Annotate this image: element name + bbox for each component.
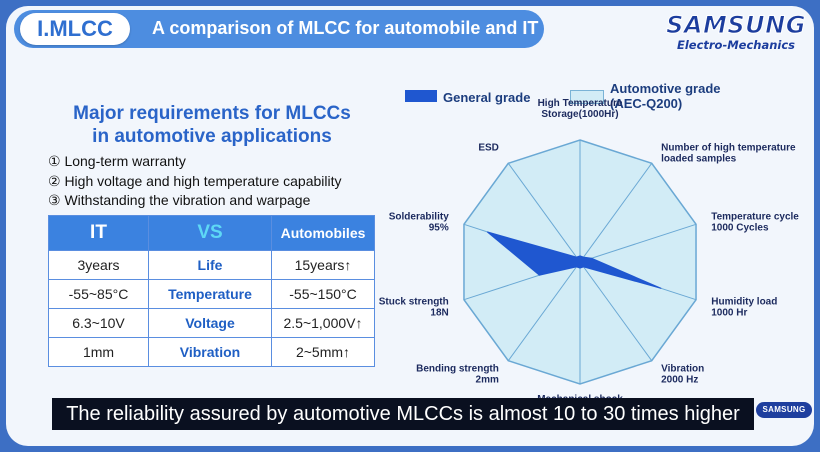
- radar-axis-label: Bending strength 2mm: [416, 364, 499, 386]
- slide-title: A comparison of MLCC for automobile and …: [152, 18, 539, 38]
- radar-axis-label-line1: Stuck strength: [379, 297, 449, 308]
- radar-axis-label-line1: High Temperature: [538, 98, 623, 109]
- radar-axis-label-line1: Vibration: [661, 364, 704, 375]
- logo-division: Electro-Mechanics: [676, 38, 796, 52]
- radar-axis-label-line1: Number of high temperature: [661, 142, 796, 153]
- radar-spoke: [579, 261, 653, 361]
- radar-axis-label-line1: Solderability: [389, 211, 449, 222]
- legend-label-general: General grade: [443, 90, 531, 105]
- radar-spoke: [579, 163, 653, 263]
- comparison-table: IT VS Automobiles 3years Life 15years↑ -…: [48, 215, 375, 367]
- radar-axis-label: Vibration 2000 Hz: [661, 364, 704, 386]
- radar-axis-label: Humidity load 1000 Hr: [711, 297, 777, 319]
- radar-axis-label-line2: Storage(1000Hr): [541, 109, 618, 120]
- table-row: 6.3~10V Voltage 2.5~1,000V↑: [48, 308, 375, 338]
- radar-spoke: [579, 223, 697, 263]
- legend-automotive-line1: Automotive grade: [610, 81, 721, 96]
- radar-axis-label-line2: 18N: [430, 308, 448, 319]
- legend-label-automotive: Automotive grade (AEC-Q200): [610, 81, 721, 111]
- requirements-heading: Major requirements for MLCCs in automoti…: [52, 102, 372, 148]
- radar-spoke: [507, 261, 581, 361]
- cell-it: -55~85°C: [48, 279, 149, 309]
- requirements-heading-line2: in automotive applications: [92, 126, 332, 147]
- radar-axis-label-line1: ESD: [478, 142, 499, 153]
- radar-axis-label-line1: Temperature cycle: [711, 211, 799, 222]
- radar-spoke: [507, 163, 581, 263]
- table-header-row: IT VS Automobiles: [48, 215, 375, 251]
- radar-axis-label-line2: 2mm: [476, 375, 499, 386]
- cell-it: 3years: [48, 250, 149, 280]
- requirements-list: ① Long-term warranty ② High voltage and …: [48, 152, 342, 211]
- radar-axis-label: Stuck strength 18N: [379, 297, 449, 319]
- cell-auto: 2.5~1,000V↑: [271, 308, 375, 338]
- radar-axis-label-line2: 95%: [429, 222, 449, 233]
- cell-it: 1mm: [48, 337, 149, 367]
- legend-automotive-line2: (AEC-Q200): [610, 96, 683, 111]
- cell-param: Temperature: [148, 279, 272, 309]
- samsung-logo: SAMSUNG Electro-Mechanics: [666, 11, 806, 53]
- requirement-item: ③ Withstanding the vibration and warpage: [48, 192, 311, 208]
- cell-param: Life: [148, 250, 272, 280]
- header-automobiles: Automobiles: [271, 215, 375, 251]
- radar-axis-label: Solderability 95%: [389, 211, 449, 233]
- cell-param: Vibration: [148, 337, 272, 367]
- requirement-item: ② High voltage and high temperature capa…: [48, 172, 342, 189]
- table-row: 3years Life 15years↑: [48, 250, 375, 280]
- requirements-heading-line1: Major requirements for MLCCs: [73, 103, 351, 124]
- radar-axis-label-line2: 1000 Cycles: [711, 222, 769, 233]
- radar-axis-label: Temperature cycle 1000 Cycles: [711, 211, 799, 233]
- radar-axis-label: Number of high temperature loaded samples: [661, 142, 796, 164]
- radar-axis-label-line1: Bending strength: [416, 364, 499, 375]
- radar-axis-label: High Temperature Storage(1000Hr): [538, 98, 623, 120]
- logo-brand: SAMSUNG: [666, 11, 806, 39]
- table-row: 1mm Vibration 2~5mm↑: [48, 337, 375, 367]
- footer-caption: The reliability assured by automotive ML…: [52, 398, 754, 430]
- radar-axis-label: ESD: [478, 142, 499, 153]
- section-label: I.MLCC: [20, 13, 130, 45]
- general-grade-area: [486, 231, 662, 289]
- radar-axis-label-line1: Humidity load: [711, 297, 777, 308]
- cell-auto: 15years↑: [271, 250, 375, 280]
- cell-param: Voltage: [148, 308, 272, 338]
- requirement-item: ① Long-term warranty: [48, 153, 186, 169]
- footer-samsung-logo: SAMSUNG: [756, 402, 812, 418]
- radar-axis-label-line2: loaded samples: [661, 153, 736, 164]
- radar-axis-label-line2: 1000 Hr: [711, 308, 747, 319]
- legend-swatch-general: [405, 90, 437, 102]
- radar-axis-label-line2: 2000 Hz: [661, 375, 698, 386]
- cell-auto: 2~5mm↑: [271, 337, 375, 367]
- legend-swatch-automotive: [570, 90, 604, 104]
- header-vs: VS: [148, 215, 272, 251]
